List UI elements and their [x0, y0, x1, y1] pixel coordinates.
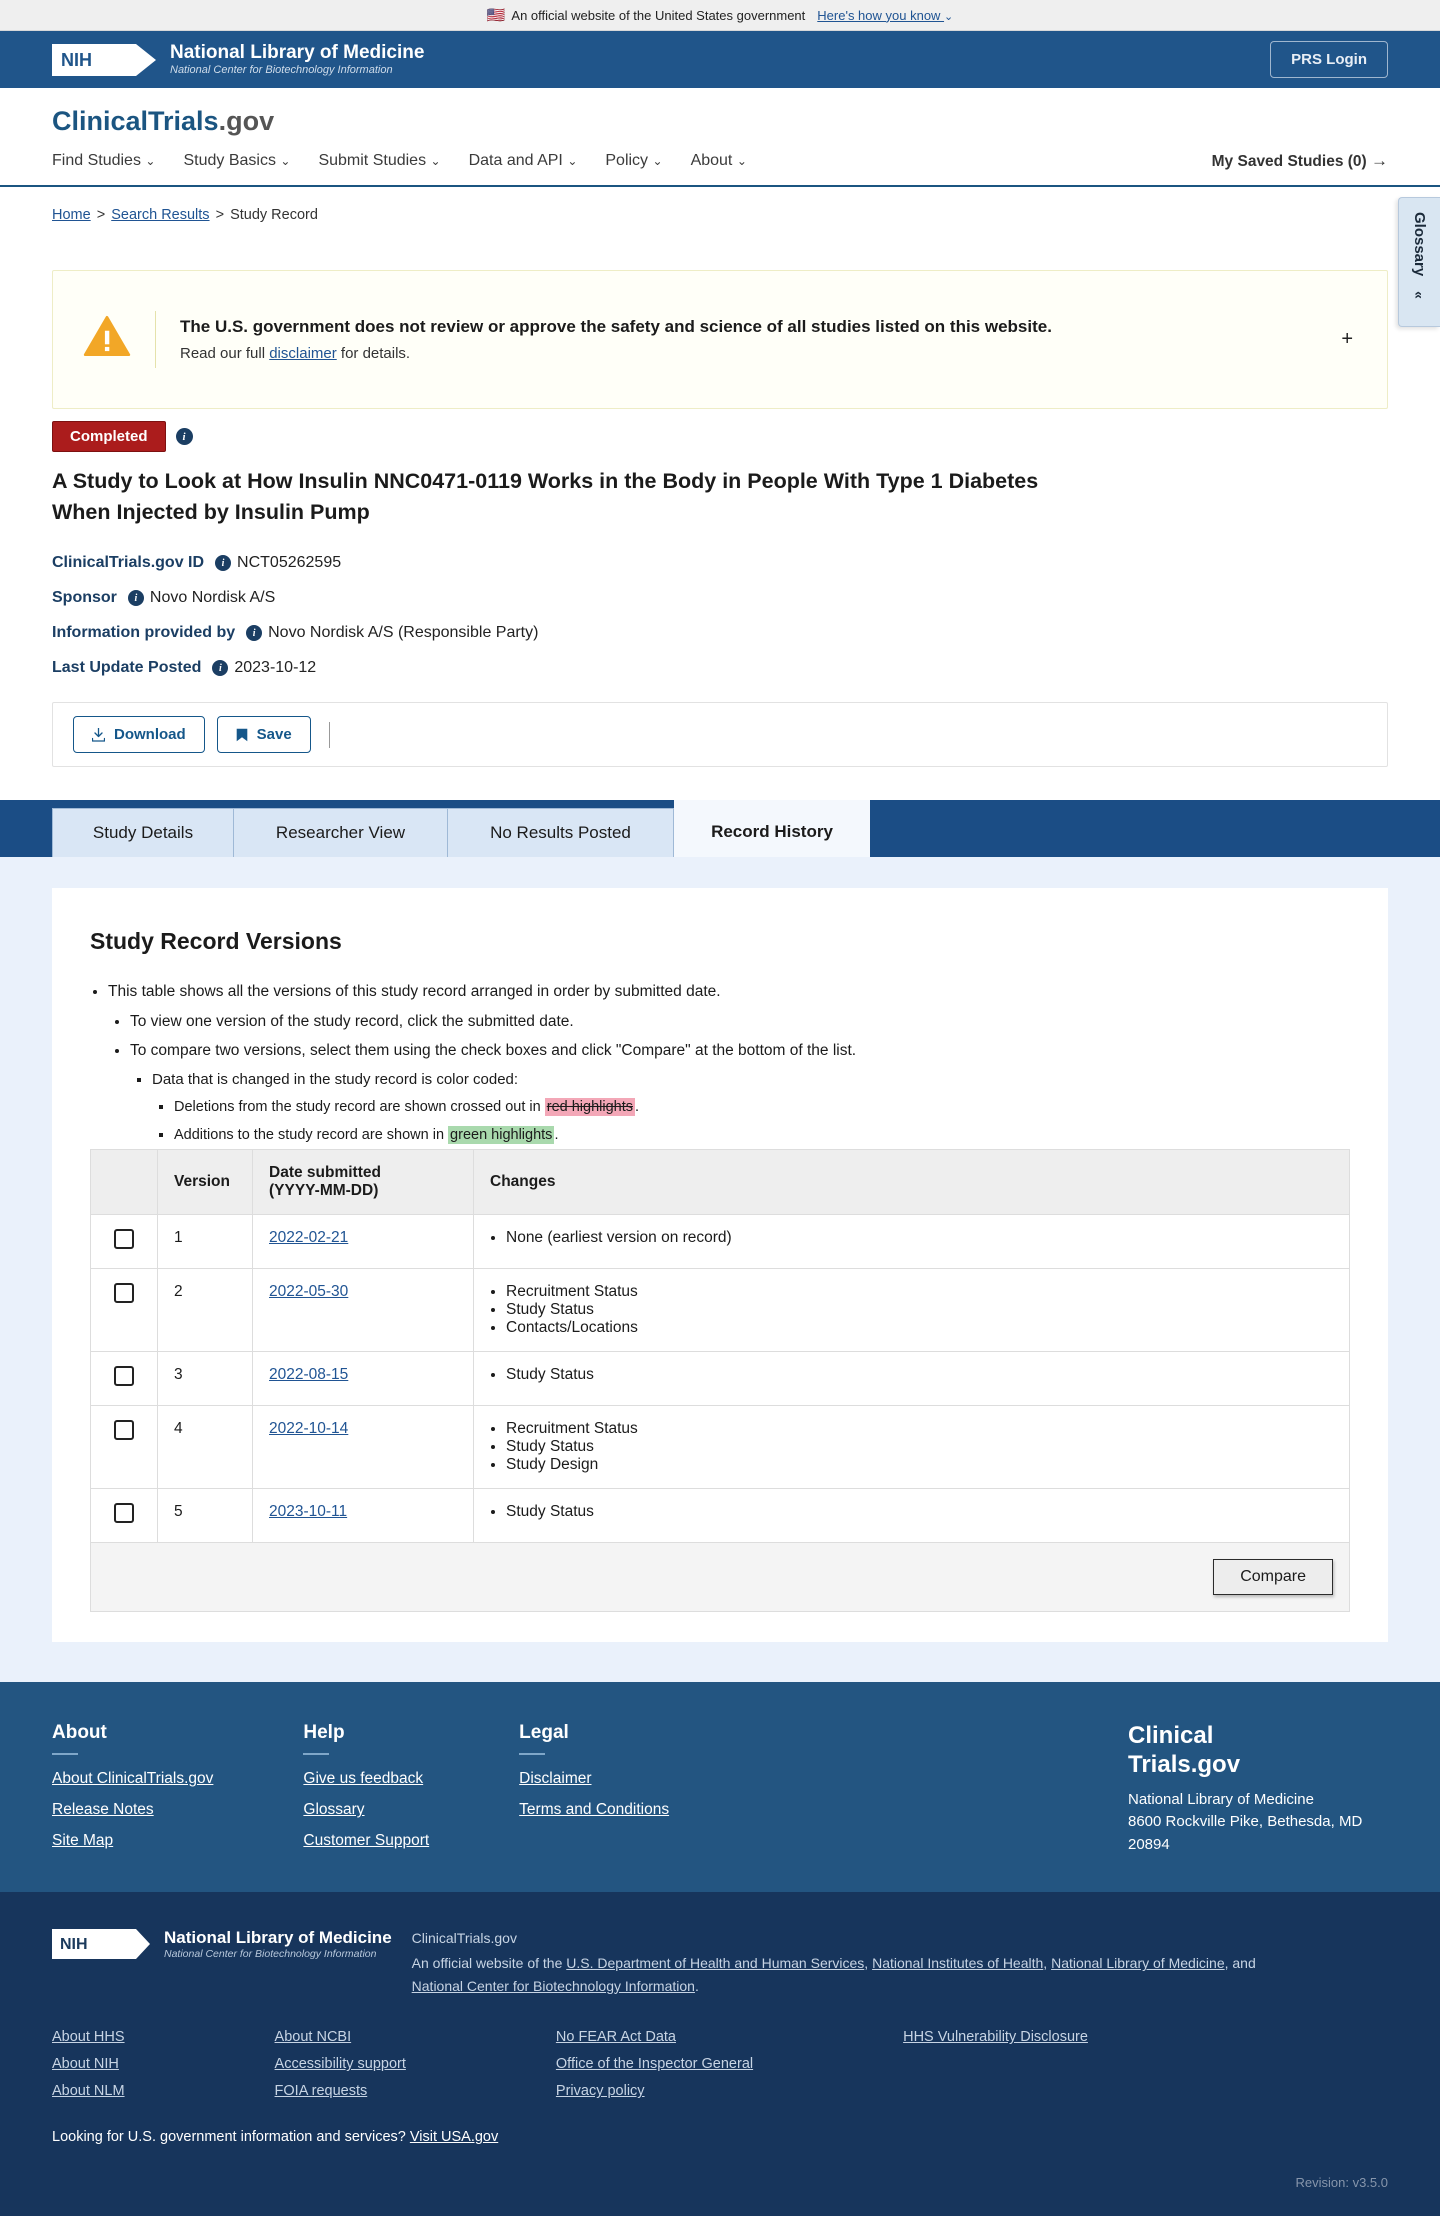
svg-text:NIH: NIH: [60, 1936, 88, 1953]
svg-text:NIH: NIH: [61, 50, 92, 70]
